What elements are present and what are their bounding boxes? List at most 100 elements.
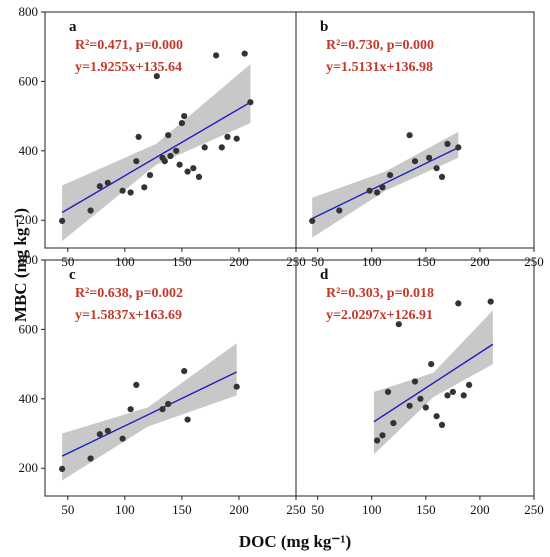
y-tick-label: 800	[19, 4, 39, 19]
panel-label: b	[320, 19, 328, 35]
data-point	[241, 50, 248, 57]
data-point	[411, 158, 419, 165]
data-point	[181, 368, 188, 375]
data-point	[336, 207, 343, 214]
data-point	[119, 187, 126, 194]
data-point	[146, 172, 154, 179]
data-point	[59, 465, 66, 472]
panel-d: 50 100 150 200 250 d R²=0.303, p=0.018 y=2.0297…	[295, 259, 544, 517]
x-tick-label: 100	[115, 254, 135, 269]
panel-label: a	[69, 19, 77, 35]
data-point	[233, 383, 240, 390]
data-point	[374, 189, 381, 196]
x-tick-label: 200	[229, 502, 249, 517]
data-point	[201, 144, 208, 151]
r2-annotation: R²=0.471, p=0.000	[75, 38, 183, 53]
data-point	[167, 152, 174, 160]
data-point	[487, 298, 494, 305]
y-axis-label: MBC (mg kg⁻¹)	[11, 208, 30, 322]
r2-annotation: R²=0.638, p=0.002	[75, 286, 183, 301]
confidence-band	[62, 343, 237, 481]
data-point	[184, 168, 191, 175]
data-point	[433, 413, 440, 420]
x-tick-label: 200	[470, 502, 490, 517]
y-tick-label: 800	[19, 252, 39, 267]
data-point	[247, 99, 254, 106]
x-tick-label: 50	[311, 254, 324, 269]
x-tick-label: 100	[115, 502, 135, 517]
data-point	[96, 431, 103, 438]
data-point	[309, 217, 316, 224]
x-tick-label: 50	[61, 254, 74, 269]
data-point	[165, 132, 172, 139]
panel-frame	[295, 11, 535, 249]
data-point	[406, 132, 413, 139]
data-point	[104, 427, 111, 434]
data-point	[444, 392, 451, 399]
x-tick-label: 150	[416, 502, 436, 517]
data-point	[181, 113, 188, 120]
x-tick-label: 100	[362, 502, 382, 517]
x-tick-label: 150	[172, 502, 192, 517]
regression-line	[61, 101, 251, 214]
data-point	[449, 388, 456, 395]
y-tick-label: 200	[19, 460, 39, 475]
data-point	[178, 120, 185, 127]
r2-annotation: R²=0.730, p=0.000	[326, 38, 434, 53]
data-point	[460, 392, 467, 399]
data-point	[384, 388, 392, 395]
data-point	[438, 173, 446, 180]
data-point	[190, 165, 197, 172]
data-point	[127, 189, 134, 196]
equation-annotation: y=2.0297x+126.91	[326, 308, 433, 323]
data-point	[224, 133, 231, 140]
y-tick-label: 400	[19, 391, 39, 406]
data-point	[195, 173, 203, 180]
r2-annotation: R²=0.303, p=0.018	[326, 286, 434, 301]
data-point	[455, 300, 462, 307]
y-tick-label: 600	[19, 321, 39, 336]
data-point	[213, 52, 220, 59]
data-point	[417, 395, 424, 402]
data-point	[379, 432, 386, 439]
data-point	[141, 184, 148, 191]
data-point	[153, 73, 160, 80]
panel-label: d	[320, 267, 329, 283]
equation-annotation: y=1.9255x+135.64	[75, 60, 182, 75]
x-tick-label: 150	[416, 254, 436, 269]
data-point	[96, 183, 103, 190]
data-point	[455, 144, 462, 151]
data-point	[161, 158, 168, 165]
data-point	[406, 402, 413, 409]
data-point	[411, 378, 419, 385]
x-tick-label: 100	[362, 254, 382, 269]
data-point	[176, 161, 183, 168]
data-point	[165, 400, 172, 408]
data-point	[133, 381, 140, 388]
confidence-band	[312, 131, 459, 238]
data-point	[87, 207, 94, 214]
x-tick-label: 150	[172, 254, 192, 269]
data-point	[387, 172, 394, 179]
panel-frame	[295, 259, 535, 497]
x-tick-label: 50	[311, 502, 324, 517]
data-point	[127, 406, 134, 413]
data-point	[173, 147, 180, 154]
data-point	[104, 179, 111, 186]
panel-label: c	[69, 267, 76, 283]
data-point	[390, 420, 397, 427]
y-tick-label: 200	[19, 212, 39, 227]
data-point	[87, 455, 94, 462]
regression-line	[373, 343, 494, 423]
data-point	[422, 404, 429, 411]
x-tick-label: 200	[229, 254, 249, 269]
data-point	[133, 158, 140, 165]
data-point	[428, 361, 435, 368]
data-point	[395, 321, 402, 328]
confidence-band	[62, 64, 251, 242]
x-tick-label: 200	[470, 254, 490, 269]
data-point	[426, 154, 433, 161]
